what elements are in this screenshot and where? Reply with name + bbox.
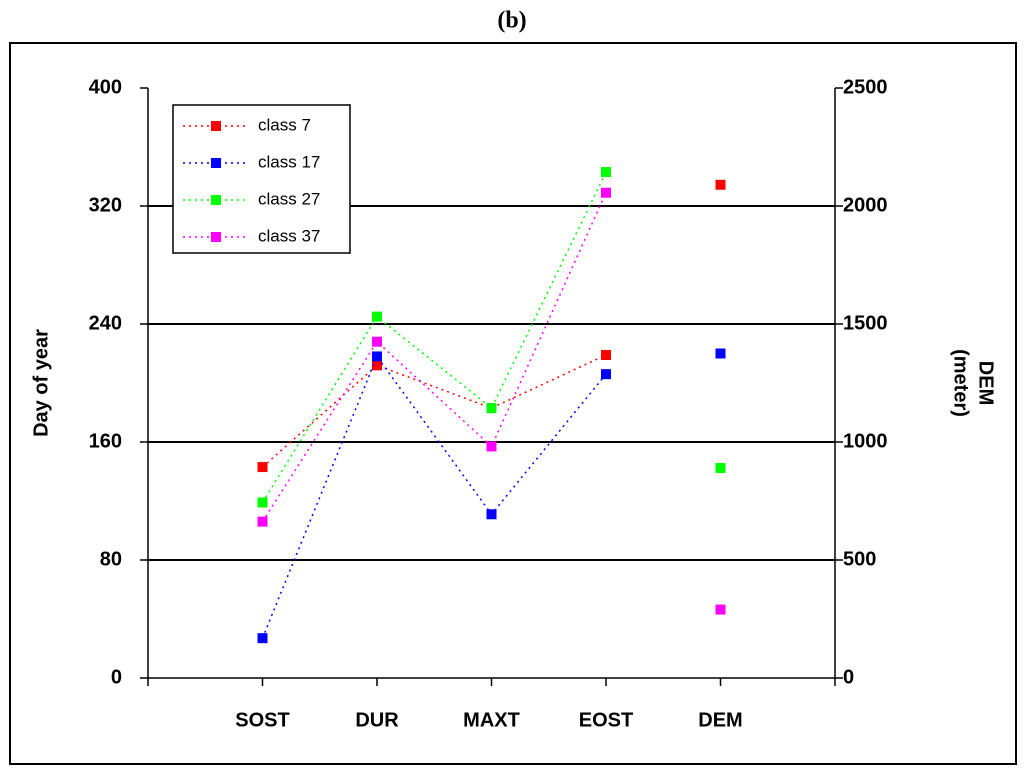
point: [486, 441, 497, 452]
point: [486, 509, 497, 520]
x-tick-label: SOST: [235, 709, 289, 731]
y-tick-label: 0: [111, 666, 122, 688]
point: [715, 179, 726, 190]
legend-label: class 17: [258, 152, 320, 171]
chart-title: (b): [497, 8, 526, 34]
legend-label: class 37: [258, 226, 320, 245]
y2-axis-label: DEM: [975, 361, 997, 405]
series-line: [262, 354, 607, 468]
y2-tick-label: 2500: [843, 76, 888, 98]
point: [715, 348, 726, 359]
point: [486, 403, 497, 414]
legend-label: class 27: [258, 189, 320, 208]
y-tick-label: 160: [89, 430, 122, 452]
point: [372, 360, 382, 371]
point: [601, 349, 611, 360]
series-line: [261, 171, 607, 503]
y2-tick-label: 2000: [843, 194, 888, 216]
point: [601, 187, 611, 198]
y-tick-label: 400: [89, 76, 122, 98]
legend-box: [172, 104, 351, 254]
point: [257, 497, 268, 508]
point: [372, 336, 382, 347]
point: [257, 633, 268, 644]
point: [372, 311, 382, 322]
y2-tick-label: 1000: [843, 430, 888, 452]
point: [601, 167, 611, 178]
y2-tick-label: 500: [843, 548, 876, 570]
y2-axis-label: (meter): [950, 349, 972, 417]
legend-marker: [211, 121, 221, 131]
x-tick-label: MAXT: [463, 709, 520, 731]
point: [715, 604, 726, 615]
x-tick-label: EOST: [579, 709, 633, 731]
x-tick-label: DEM: [698, 709, 742, 731]
legend-marker: [211, 195, 221, 205]
series-line: [261, 354, 607, 639]
y2-tick-label: 1500: [843, 312, 888, 334]
point: [715, 462, 726, 473]
legend-marker: [211, 232, 221, 242]
point: [257, 516, 268, 527]
frame: [9, 42, 1017, 765]
point: [601, 369, 611, 380]
point: [257, 462, 268, 473]
y-tick-label: 320: [89, 194, 122, 216]
legend-marker: [211, 158, 221, 168]
point: [372, 351, 382, 362]
x-tick-label: DUR: [355, 709, 399, 731]
y2-tick-label: 0: [843, 666, 854, 688]
legend-label: class 7: [258, 115, 311, 134]
y-axis-label: Day of year: [30, 329, 52, 437]
y-tick-label: 240: [89, 312, 122, 334]
y-tick-label: 80: [100, 548, 122, 570]
